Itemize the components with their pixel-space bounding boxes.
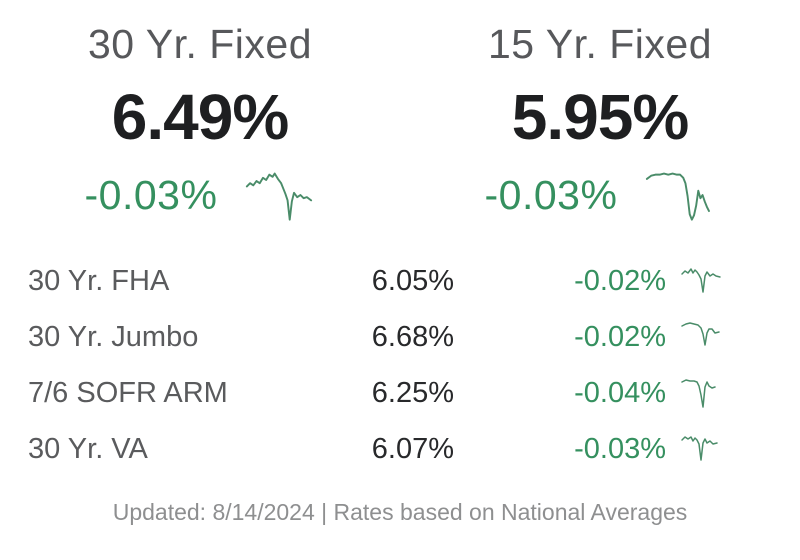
table-row-30yr-va: 30 Yr. VA 6.07% -0.03% [28,421,726,477]
row-spark-cell [666,261,726,301]
row-rate: 6.07% [371,432,454,465]
row-change: -0.04% [574,376,666,409]
row-rate: 6.68% [371,320,454,353]
table-row-30yr-jumbo: 30 Yr. Jumbo 6.68% -0.02% [28,309,726,365]
hero-15yr-fixed-label: 15 Yr. Fixed [487,21,713,67]
table-row-76-sofr-arm: 7/6 SOFR ARM 6.25% -0.04% [28,365,726,421]
row-change: -0.02% [574,264,666,297]
rates-table: 30 Yr. FHA 6.05% -0.02% 30 Yr. Jumbo 6.6… [0,253,800,477]
sparkline-15yr-fixed-icon [646,172,711,221]
sparkline-30yr-va-icon [681,436,718,461]
row-label: 30 Yr. FHA [28,264,170,297]
hero-30yr-fixed-change-row: -0.03% [85,163,316,227]
hero-15yr-fixed-change-row: -0.03% [485,163,716,227]
row-spark-cell [666,429,726,469]
hero-rates: 30 Yr. Fixed 6.49% -0.03% 15 Yr. Fixed 5… [0,14,800,227]
hero-30yr-fixed-label: 30 Yr. Fixed [87,21,313,67]
sparkline-30yr-fha-icon [681,268,721,293]
hero-30yr-fixed: 30 Yr. Fixed 6.49% -0.03% [0,14,400,227]
row-spark-cell [666,317,726,357]
sparkline-76-sofr-arm-icon [681,379,716,408]
hero-30yr-fixed-change: -0.03% [84,171,218,218]
hero-15yr-fixed-rate: 5.95% [511,81,689,154]
hero-30yr-fixed-rate: 6.49% [111,81,289,154]
row-change: -0.02% [574,320,666,353]
footer-note: Updated: 8/14/2024 | Rates based on Nati… [112,499,688,526]
row-change: -0.03% [574,432,666,465]
row-spark-cell [666,373,726,413]
hero-15yr-fixed-change: -0.03% [484,171,618,218]
hero-15yr-fixed: 15 Yr. Fixed 5.95% -0.03% [400,14,800,227]
table-row-30yr-fha: 30 Yr. FHA 6.05% -0.02% [28,253,726,309]
sparkline-30yr-jumbo-icon [681,322,720,346]
row-rate: 6.05% [371,264,454,297]
row-rate: 6.25% [371,376,454,409]
row-label: 30 Yr. VA [28,432,148,465]
row-label: 7/6 SOFR ARM [28,376,228,409]
sparkline-30yr-fixed-icon [246,172,313,221]
row-label: 30 Yr. Jumbo [28,320,199,353]
